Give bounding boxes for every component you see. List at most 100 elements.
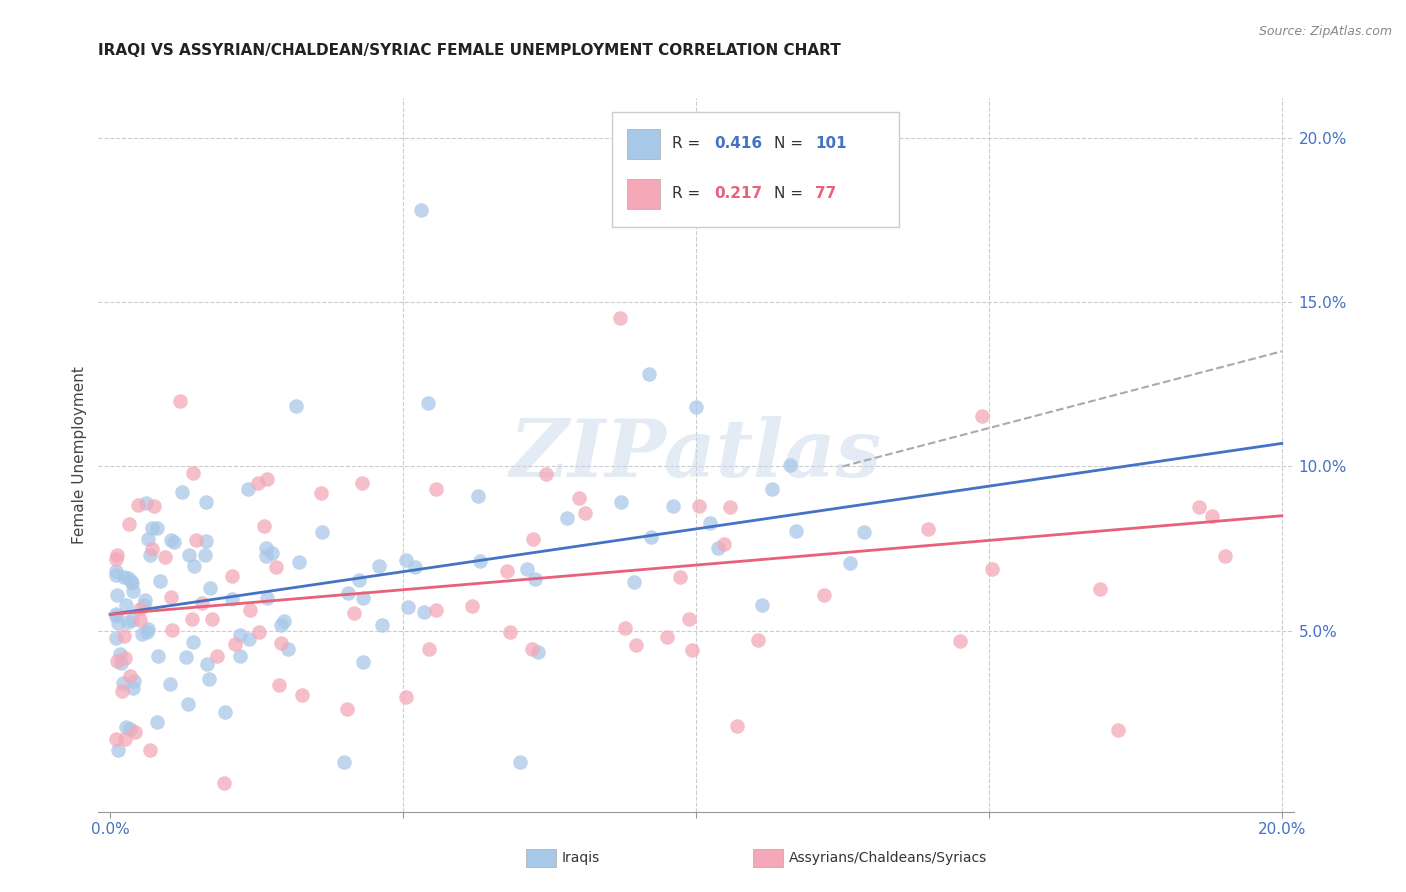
Point [146,715,169,730]
Point [194,548,217,562]
Text: Source: ZipAtlas.com: Source: ZipAtlas.com [1258,25,1392,38]
Point [112,629,135,643]
Point [195,534,218,549]
Point [181,635,204,649]
Point [309,485,332,500]
Point [112,569,135,583]
Point [624,639,647,653]
Point [613,621,636,635]
Point [141,542,163,557]
Point [640,530,662,544]
Point [105,548,128,562]
Point [128,613,150,627]
Point [267,678,290,692]
Point [460,599,482,614]
Point [467,489,489,503]
Point [256,591,278,605]
Text: ZIPatlas: ZIPatlas [510,417,882,493]
Text: Iraqis: Iraqis [562,851,600,865]
Point [111,683,134,698]
Point [239,603,262,617]
Point [122,584,145,599]
Point [160,533,183,547]
Point [163,535,186,549]
Point [115,598,138,612]
Point [138,622,160,636]
Point [129,601,152,615]
Point [134,593,156,607]
Text: 101: 101 [815,136,846,152]
Point [221,569,243,583]
Point [212,776,235,790]
Point [105,564,128,578]
Point [176,698,198,712]
Point [785,524,807,539]
Point [277,642,299,657]
Point [917,522,939,536]
Point [349,573,371,587]
Point [1107,723,1129,737]
Point [238,632,260,646]
Bar [754,849,783,867]
Point [352,591,374,606]
Point [516,562,538,576]
Point [117,571,139,585]
Point [195,495,218,509]
Point [118,723,141,737]
Point [183,466,205,480]
Point [145,521,167,535]
Point [197,672,219,686]
Point [853,525,876,540]
Point [224,637,246,651]
Point [132,599,155,613]
Point [662,500,685,514]
Point [162,623,184,637]
Point [273,614,295,628]
Point [153,549,176,564]
Point [183,559,205,574]
Point [114,650,136,665]
Point [747,632,769,647]
Point [368,559,391,574]
Point [336,585,359,599]
Y-axis label: Female Unemployment: Female Unemployment [72,366,87,544]
Point [105,607,128,622]
Bar [526,849,557,867]
Point [638,368,661,382]
Point [707,541,730,555]
Point [105,654,128,668]
Point [122,673,145,688]
Point [120,669,142,683]
Point [395,690,418,705]
Point [609,311,631,326]
Point [138,533,160,547]
Point [335,702,357,716]
Point [681,643,703,657]
Point [980,562,1002,576]
Point [395,553,418,567]
Point [970,409,993,423]
Point [118,516,141,531]
Point [270,618,292,632]
Point [131,627,153,641]
Point [117,615,139,629]
Point [105,551,128,566]
Point [416,396,439,410]
Point [285,399,308,413]
Point [149,574,172,588]
Point [350,475,373,490]
Text: N =: N = [773,136,807,152]
Point [190,596,212,610]
Point [949,633,972,648]
Text: 0.217: 0.217 [714,186,762,202]
Point [127,498,149,512]
Point [254,541,277,555]
Point [107,743,129,757]
Point [138,548,160,562]
Point [195,657,218,672]
Point [262,546,284,560]
Point [352,656,374,670]
Point [574,507,596,521]
Text: IRAQI VS ASSYRIAN/CHALDEAN/SYRIAC FEMALE UNEMPLOYMENT CORRELATION CHART: IRAQI VS ASSYRIAN/CHALDEAN/SYRIAC FEMALE… [98,43,841,58]
Point [120,574,142,588]
